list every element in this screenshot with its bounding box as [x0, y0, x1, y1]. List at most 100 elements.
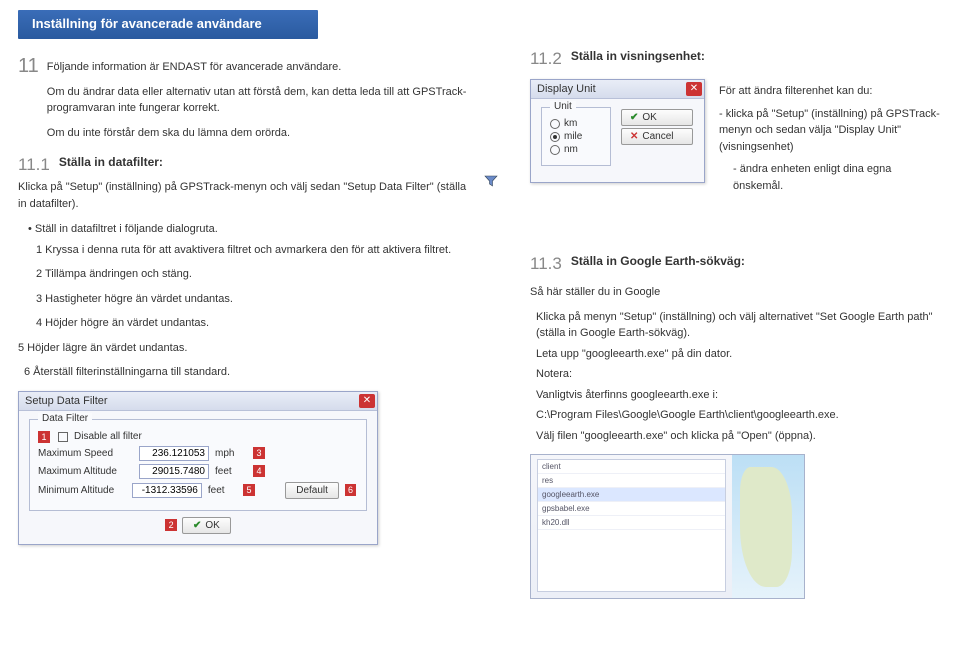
- section-11-3: 11.3 Ställa in Google Earth-sökväg: Så h…: [530, 254, 940, 599]
- right-column: 11.2 Ställa in visningsenhet: Display Un…: [530, 49, 940, 599]
- ge-row: gpsbabel.exe: [538, 502, 725, 516]
- section-title-11-2: Ställa in visningsenhet:: [571, 49, 705, 63]
- radio-icon: [550, 145, 560, 155]
- du-ok-label: OK: [642, 112, 656, 123]
- radio-km-label: km: [564, 118, 577, 129]
- check-icon: ✔: [630, 112, 638, 123]
- display-unit-dialog: Display Unit ✕ Unit km mile: [530, 79, 705, 183]
- section-number-11-1: 11.1: [18, 155, 50, 175]
- ge-row: client: [538, 460, 725, 474]
- s11-3-b3: Välj filen "googleearth.exe" och klicka …: [536, 428, 940, 445]
- disable-checkbox[interactable]: [58, 432, 68, 442]
- s11-1-b0: Ställ in datafiltret i följande dialogru…: [28, 222, 498, 238]
- radio-mile-label: mile: [564, 131, 582, 142]
- s11-1-b3: 3 Hastigheter högre än värdet undantas.: [36, 291, 498, 308]
- s11-1-b1: 1 Kryssa i denna ruta för att avaktivera…: [36, 242, 498, 259]
- intro-text: Följande information är ENDAST för avanc…: [47, 55, 498, 141]
- s11-2-p2: - klicka på "Setup" (inställning) på GPS…: [719, 106, 940, 156]
- df-maxalt-row: Maximum Altitude feet 4: [38, 464, 358, 479]
- df-minalt-label: Minimum Altitude: [38, 485, 126, 496]
- header-banner: Inställning för avancerade användare: [18, 10, 318, 39]
- s11-2-text: För att ändra filterenhet kan du: - klic…: [719, 79, 940, 194]
- marker-2: 2: [165, 519, 177, 531]
- section-title-11-1: Ställa in datafilter:: [59, 155, 163, 169]
- s11-3-p1: Så här ställer du in Google: [530, 284, 940, 301]
- du-body: Unit km mile nm: [531, 99, 704, 182]
- close-icon[interactable]: ✕: [686, 82, 702, 96]
- s11-1-b5: 5 Höjder lägre än värdet undantas.: [18, 340, 498, 357]
- left-column: 11 Följande information är ENDAST för av…: [18, 49, 498, 599]
- default-label: Default: [296, 485, 328, 496]
- radio-icon: [550, 119, 560, 129]
- du-groupbox: Unit km mile nm: [541, 107, 611, 166]
- df-body: Data Filter 1 Disable all filter Maximum…: [19, 411, 377, 544]
- du-title-text: Display Unit: [537, 83, 596, 95]
- df-speed-label: Maximum Speed: [38, 448, 133, 459]
- radio-icon: [550, 132, 560, 142]
- radio-km[interactable]: km: [550, 118, 602, 129]
- du-cancel-button[interactable]: ✕ Cancel: [621, 128, 693, 145]
- marker-6: 6: [345, 484, 356, 496]
- df-disable-label: Disable all filter: [74, 431, 142, 442]
- radio-mile[interactable]: mile: [550, 131, 602, 142]
- df-ok-button[interactable]: ✔ OK: [182, 517, 231, 534]
- x-icon: ✕: [630, 131, 638, 142]
- s11-3-note2: C:\Program Files\Google\Google Earth\cli…: [536, 407, 940, 424]
- du-buttons: ✔ OK ✕ Cancel: [621, 107, 693, 172]
- df-minalt-input[interactable]: [132, 483, 202, 498]
- df-maxalt-label: Maximum Altitude: [38, 466, 133, 477]
- check-icon: ✔: [193, 520, 201, 531]
- s11-1-p1: Klicka på "Setup" (inställning) på GPSTr…: [18, 179, 475, 212]
- df-disable-row: 1 Disable all filter: [38, 431, 358, 443]
- s11-2-p3: - ändra enheten enligt dina egna önskemå…: [733, 161, 940, 194]
- df-maxalt-unit: feet: [215, 466, 247, 477]
- s11-1-b2: 2 Tillämpa ändringen och stäng.: [36, 266, 498, 283]
- marker-5: 5: [243, 484, 254, 496]
- df-minalt-unit: feet: [208, 485, 238, 496]
- main-columns: 11 Följande information är ENDAST för av…: [18, 49, 941, 599]
- df-title-text: Setup Data Filter: [25, 395, 108, 407]
- df-ok-label: OK: [205, 520, 219, 531]
- intro-line3: Om du inte förstår dem ska du lämna dem …: [47, 125, 498, 142]
- marker-1: 1: [38, 431, 50, 443]
- ge-map: [732, 455, 804, 599]
- intro-block: 11 Följande information är ENDAST för av…: [18, 55, 498, 141]
- df-group-label: Data Filter: [38, 413, 92, 424]
- section-number-11: 11: [18, 55, 39, 141]
- du-group-label: Unit: [550, 101, 576, 112]
- default-button[interactable]: Default: [285, 482, 339, 499]
- df-groupbox: Data Filter 1 Disable all filter Maximum…: [29, 419, 367, 511]
- section-title-11-3: Ställa in Google Earth-sökväg:: [571, 254, 745, 268]
- ge-row-selected[interactable]: googleearth.exe: [538, 488, 725, 502]
- intro-line2: Om du ändrar data eller alternativ utan …: [47, 84, 498, 117]
- s11-3-note1: Vanligtvis återfinns googleearth.exe i:: [536, 387, 940, 404]
- s11-3-b1: Klicka på menyn "Setup" (inställning) oc…: [536, 309, 940, 342]
- section-number-11-2: 11.2: [530, 49, 562, 69]
- google-earth-screenshot: client res googleearth.exe gpsbabel.exe …: [530, 454, 805, 599]
- df-maxalt-input[interactable]: [139, 464, 209, 479]
- s11-3-note-label: Notera:: [536, 366, 940, 383]
- ge-land-shape: [740, 467, 792, 587]
- s11-2-p1: För att ändra filterenhet kan du:: [719, 83, 940, 100]
- s11-1-b6: 6 Återställ filterinställningarna till s…: [24, 364, 498, 381]
- radio-nm-label: nm: [564, 144, 578, 155]
- section-11-2: 11.2 Ställa in visningsenhet: Display Un…: [530, 49, 940, 194]
- df-speed-input[interactable]: [139, 446, 209, 461]
- close-icon[interactable]: ✕: [359, 394, 375, 408]
- ge-row: res: [538, 474, 725, 488]
- df-speed-row: Maximum Speed mph 3: [38, 446, 358, 461]
- df-minalt-row: Minimum Altitude feet 5 Default 6: [38, 482, 358, 499]
- ge-file-panel: client res googleearth.exe gpsbabel.exe …: [537, 459, 726, 592]
- df-speed-unit: mph: [215, 448, 247, 459]
- intro-line1: Följande information är ENDAST för avanc…: [47, 59, 498, 76]
- ge-row: kh20.dll: [538, 516, 725, 530]
- section-number-11-3: 11.3: [530, 254, 562, 274]
- marker-3: 3: [253, 447, 265, 459]
- filter-icon: [484, 175, 498, 189]
- section-11-1: 11.1 Ställa in datafilter: Klicka på "Se…: [18, 155, 498, 545]
- du-ok-button[interactable]: ✔ OK: [621, 109, 693, 126]
- du-title: Display Unit ✕: [531, 80, 704, 99]
- header-title: Inställning för avancerade användare: [32, 16, 262, 31]
- du-cancel-label: Cancel: [642, 131, 673, 142]
- radio-nm[interactable]: nm: [550, 144, 602, 155]
